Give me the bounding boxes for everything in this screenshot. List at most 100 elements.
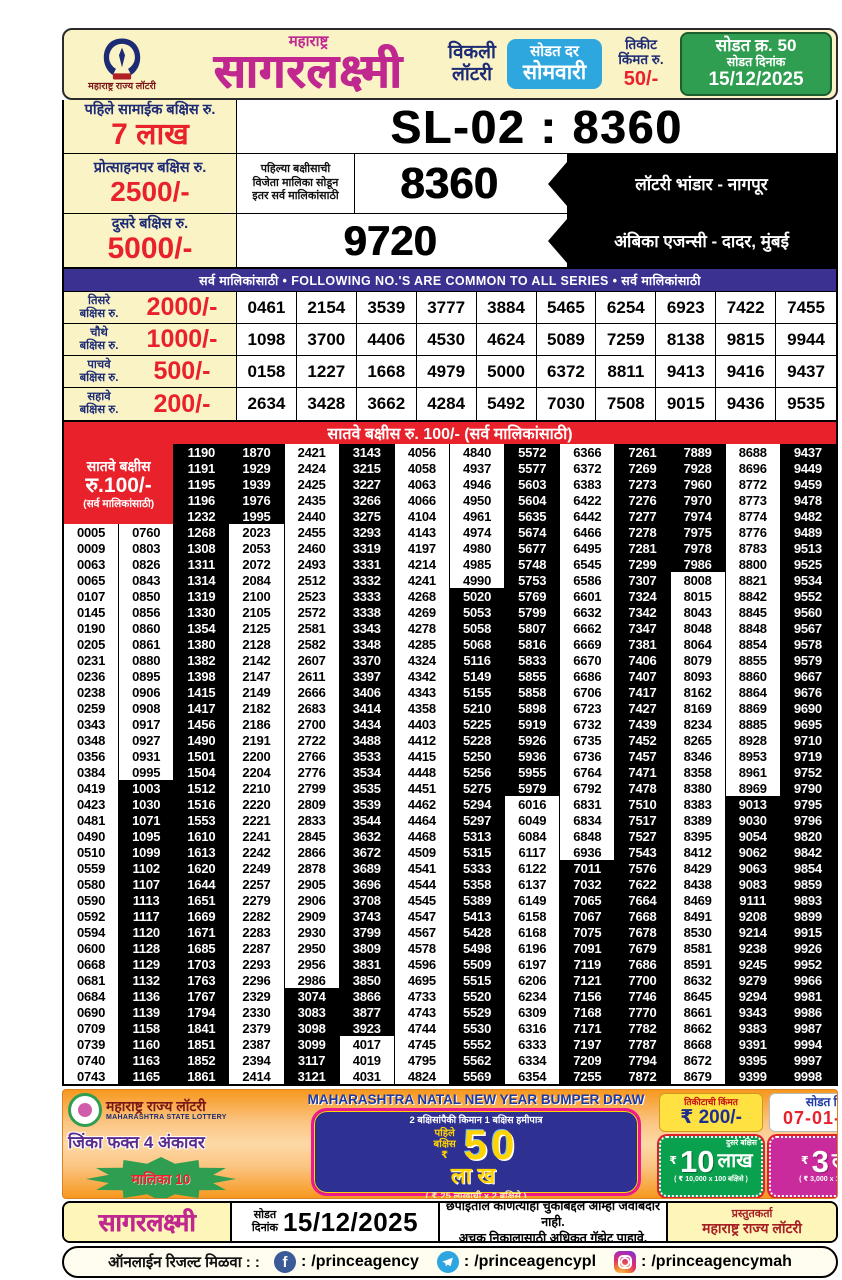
social-links: f:/princeagency:/princeagencypl:/princea…	[273, 1251, 792, 1273]
lottery-number-cell: 7439	[615, 716, 671, 732]
lottery-number-cell: 9981	[780, 988, 836, 1004]
lottery-number-cell: 7794	[615, 1052, 671, 1068]
lottery-number-cell: 2766	[284, 748, 340, 764]
lottery-number-cell: 1504	[174, 764, 230, 780]
lottery-number-cell: 5210	[449, 700, 506, 716]
lottery-number-cell: 0348	[64, 732, 120, 748]
lottery-number-cell: 6366	[560, 444, 616, 460]
lottery-number-cell: 2722	[284, 732, 340, 748]
winning-number-cell: 9416	[716, 356, 777, 387]
series-starburst: मालिका 10	[86, 1157, 236, 1198]
footer-social-bar: ऑनलाईन रिजल्ट मिळवा : : f:/princeagency:…	[62, 1246, 838, 1278]
bumper-first-prize-unit: लाख	[450, 1162, 502, 1188]
lottery-number-cell: 0690	[64, 1004, 120, 1020]
lottery-number-cell: 5313	[449, 828, 506, 844]
lottery-number-cell: 7156	[560, 988, 616, 1004]
lottery-number-cell: 2809	[284, 796, 340, 812]
fp-label-line1: पहिले	[434, 1128, 455, 1140]
bumper-draw-date-label: सोडत दिनांक	[805, 1095, 837, 1109]
bumper-org-lines: महाराष्ट्र राज्य लॉटरी MAHARASHTRA STATE…	[106, 1099, 227, 1121]
lottery-number-cell: 0580	[64, 876, 120, 892]
lottery-number-cell: 1232	[174, 508, 230, 524]
logo-box: महाराष्ट्र राज्य लॉटरी	[68, 37, 176, 92]
winning-number-cell: 0461	[237, 292, 297, 323]
note-line1: पहिल्या बक्षीसाची	[260, 162, 331, 175]
draw-number-box: सोडत क्र. 50 सोडत दिनांक 15/12/2025	[680, 32, 832, 96]
lottery-number-cell: 6936	[560, 844, 616, 860]
lottery-number-cell: 0927	[119, 732, 175, 748]
lottery-number-cell: 4214	[394, 556, 450, 572]
lottery-number-cell: 4980	[449, 540, 506, 556]
lottery-number-cell: 9998	[780, 1068, 836, 1084]
lottery-number-cell: 8429	[670, 860, 726, 876]
lottery-number-cell: 8854	[725, 636, 781, 652]
lottery-number-cell: 9525	[780, 556, 836, 572]
lottery-number-cell: 2287	[229, 940, 285, 956]
lottery-number-cell: 8783	[725, 540, 781, 556]
prize-rows: तिसरे बक्षिस रु. 2000/- 0461 2154 3539 3777 388…	[62, 291, 838, 422]
lottery-number-cell: 0594	[64, 924, 120, 940]
lottery-number-cell: 4795	[394, 1052, 450, 1068]
lottery-number-cell: 5294	[449, 796, 506, 812]
lottery-number-cell: 7281	[615, 540, 671, 556]
winning-number-cell: 4979	[417, 356, 477, 387]
lottery-number-cell: 5936	[505, 748, 561, 764]
winning-number-cell: 3428	[297, 388, 357, 420]
lottery-number-cell: 3689	[339, 860, 395, 876]
disclaimer-line1: छपाईतील कोणत्याही चुकीबद्दल आम्ही जवाबदा…	[445, 1201, 661, 1229]
lottery-number-cell: 0600	[64, 940, 120, 956]
winning-number-cell: 9413	[656, 356, 717, 387]
lottery-number-cell: 0238	[64, 684, 120, 700]
ticket-label-line1: तिकीट	[625, 37, 657, 53]
winning-number-cell: 7030	[537, 388, 597, 420]
footer-draw-date: 15/12/2025	[282, 1206, 419, 1237]
lottery-number-cell: 8265	[670, 732, 726, 748]
lottery-number-cell: 8772	[725, 476, 781, 492]
winning-number-cell: 7259	[596, 324, 657, 355]
lottery-number-cell: 1120	[119, 924, 175, 940]
lottery-number-cell: 2220	[229, 796, 285, 812]
lottery-number-cell: 5807	[505, 620, 561, 636]
winning-number-cell: 5492	[477, 388, 537, 420]
lottery-number-cell: 9552	[780, 588, 836, 604]
prize-row-label-line2: बक्षिस रु.	[79, 339, 119, 352]
footer-info-bar: सागरलक्ष्मी सोडत दिनांक 15/12/2025 छपाईत…	[62, 1201, 838, 1243]
lottery-number-cell: 7787	[615, 1036, 671, 1052]
second-prize-mid: ₹ 10 लाख	[665, 1145, 757, 1176]
consolation-prize-note: पहिल्या बक्षीसाची विजेता मालिका सोडून इत…	[237, 154, 355, 213]
third-unit: लाख	[832, 1151, 837, 1171]
lottery-number-cell: 1129	[119, 956, 175, 972]
social-handle: /princeagency	[311, 1253, 419, 1270]
second-prize-label: दुसरे बक्षिस रु.	[111, 215, 189, 232]
lottery-number-cell: 1163	[119, 1052, 175, 1068]
lottery-number-cell: 3348	[339, 636, 395, 652]
lottery-number-cell: 1939	[229, 476, 285, 492]
lottery-number-cell: 4462	[394, 796, 450, 812]
first-prize-row: पहिले सामाईक बक्षिस रु. 7 लाख SL-02 : 83…	[64, 100, 836, 154]
lottery-number-cell: 6706	[560, 684, 616, 700]
lottery-number-cell: 2455	[284, 524, 340, 540]
lottery-number-cell: 9567	[780, 620, 836, 636]
seventh-prize-label-line3: (सर्व मालिकांसाठी)	[83, 498, 155, 511]
state-label: महाराष्ट्र	[288, 33, 329, 50]
bumper-ticket-price: ₹ 200/-	[680, 1107, 742, 1128]
prize-row-amount: 500/-	[153, 357, 211, 385]
lottery-number-cell: 5799	[505, 604, 561, 620]
lottery-number-cell: 5509	[449, 956, 506, 972]
lottery-number-cell: 5155	[449, 684, 506, 700]
lottery-number-cell: 8469	[670, 892, 726, 908]
footer-draw-label-line1: सोडत	[253, 1209, 277, 1222]
lottery-number-cell: 0709	[64, 1020, 120, 1036]
lottery-number-cell: 3275	[339, 508, 395, 524]
lottery-number-cell: 1456	[174, 716, 230, 732]
lottery-number-cell: 2607	[284, 652, 340, 668]
lottery-number-cell: 1107	[119, 876, 175, 892]
lottery-number-cell: 8380	[670, 780, 726, 796]
lottery-number-cell: 6732	[560, 716, 616, 732]
lottery-number-cell: 2776	[284, 764, 340, 780]
lottery-number-cell: 2986	[284, 972, 340, 988]
lottery-number-cell: 6662	[560, 620, 616, 636]
lottery-number-cell: 1099	[119, 844, 175, 860]
lottery-number-cell: 4695	[394, 972, 450, 988]
seventh-prize-grid: सातवे बक्षीस रु.100/- (सर्व मालिकांसाठी) 11…	[62, 444, 838, 1086]
